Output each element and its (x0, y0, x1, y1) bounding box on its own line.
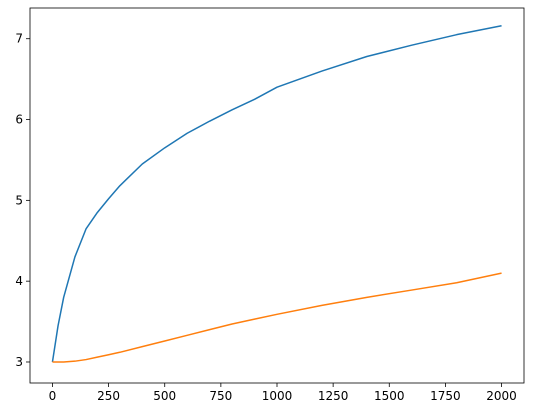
line-series (52, 272, 502, 363)
x-tick-label: 1000 (262, 389, 293, 403)
line-series (51, 25, 502, 363)
y-tick-label: 3 (15, 355, 23, 369)
y-tick-label: 5 (15, 193, 23, 207)
x-tick-label: 2000 (486, 389, 517, 403)
x-tick-label: 500 (153, 389, 176, 403)
x-tick-label: 1500 (374, 389, 405, 403)
y-tick-label: 4 (15, 274, 23, 288)
x-tick-label: 0 (49, 389, 57, 403)
x-tick-label: 1250 (318, 389, 349, 403)
x-tick-label: 250 (97, 389, 120, 403)
axes-frame (29, 7, 525, 384)
y-tick-label: 7 (15, 32, 23, 46)
x-tick-label: 1750 (430, 389, 461, 403)
x-tick-label: 750 (209, 389, 232, 403)
y-tick-label: 6 (15, 113, 23, 127)
